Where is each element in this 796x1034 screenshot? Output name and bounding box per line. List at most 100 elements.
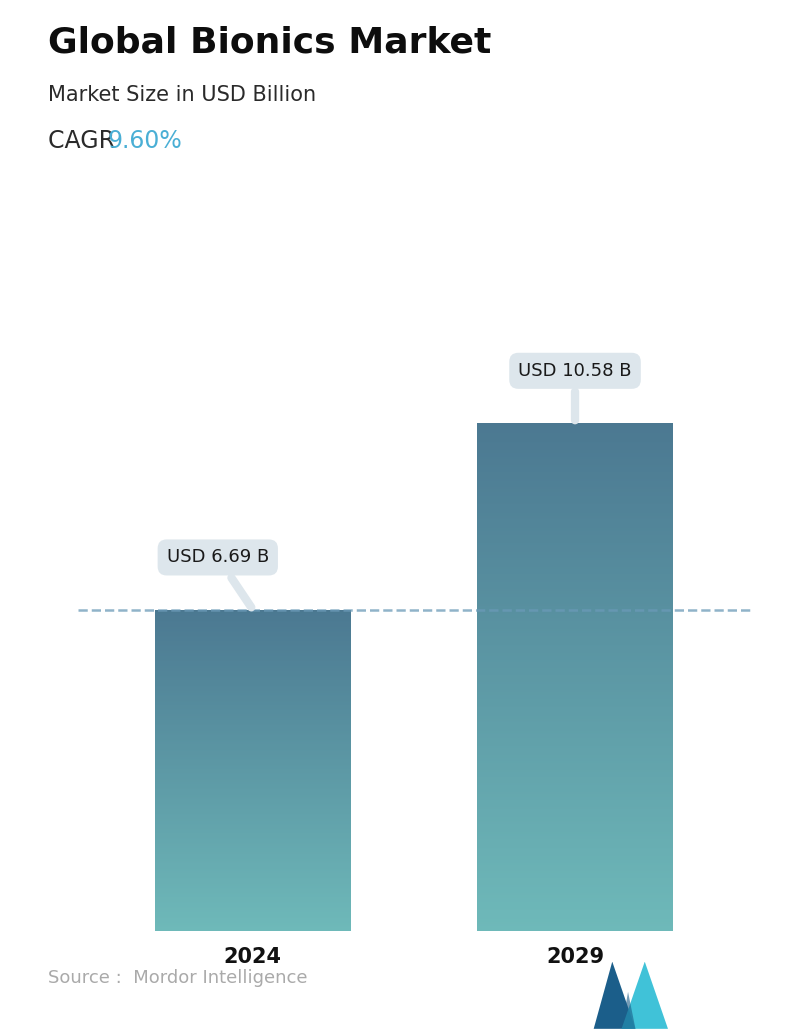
Bar xyxy=(477,508,673,510)
Bar xyxy=(477,907,673,909)
Bar xyxy=(477,514,673,516)
Bar xyxy=(477,433,673,435)
Bar xyxy=(477,890,673,891)
Bar xyxy=(477,744,673,747)
Bar xyxy=(154,642,351,643)
Bar xyxy=(477,481,673,482)
Bar xyxy=(477,712,673,714)
Bar xyxy=(154,802,351,803)
Bar xyxy=(154,779,351,780)
Bar xyxy=(154,645,351,646)
Text: Global Bionics Market: Global Bionics Market xyxy=(48,26,491,60)
Bar xyxy=(154,767,351,768)
Bar xyxy=(154,728,351,729)
Bar xyxy=(154,646,351,647)
Bar xyxy=(477,601,673,603)
Bar xyxy=(477,731,673,733)
Bar xyxy=(154,704,351,705)
Bar xyxy=(477,845,673,846)
Bar xyxy=(154,702,351,703)
Bar xyxy=(154,889,351,890)
Bar xyxy=(477,558,673,560)
Bar xyxy=(154,698,351,700)
Bar xyxy=(477,773,673,774)
Bar xyxy=(477,431,673,433)
Bar xyxy=(477,822,673,824)
Bar xyxy=(477,841,673,843)
Bar xyxy=(154,753,351,754)
Bar xyxy=(154,686,351,687)
Bar xyxy=(154,863,351,864)
Bar xyxy=(154,786,351,787)
Bar xyxy=(477,696,673,697)
Bar xyxy=(154,675,351,676)
Bar xyxy=(154,687,351,688)
Bar xyxy=(154,794,351,795)
Bar xyxy=(477,709,673,710)
Bar xyxy=(154,865,351,866)
Bar xyxy=(154,613,351,614)
Bar xyxy=(477,494,673,495)
Bar xyxy=(477,795,673,797)
Bar xyxy=(154,785,351,786)
Bar xyxy=(477,468,673,470)
Bar xyxy=(154,842,351,843)
Bar xyxy=(477,901,673,902)
Bar xyxy=(154,827,351,828)
Bar xyxy=(477,631,673,633)
Bar xyxy=(154,787,351,788)
Bar xyxy=(154,636,351,637)
Bar xyxy=(154,873,351,874)
Bar xyxy=(477,747,673,748)
Bar xyxy=(154,748,351,749)
Bar xyxy=(477,848,673,849)
Bar xyxy=(154,720,351,721)
Bar xyxy=(154,620,351,621)
Bar xyxy=(154,663,351,664)
Bar xyxy=(154,635,351,636)
Bar xyxy=(477,444,673,445)
Bar xyxy=(477,929,673,931)
Bar xyxy=(154,800,351,801)
Bar xyxy=(477,846,673,848)
Bar xyxy=(477,612,673,614)
Bar xyxy=(154,862,351,863)
Bar xyxy=(154,778,351,779)
Bar xyxy=(477,579,673,580)
Bar xyxy=(477,673,673,675)
Bar xyxy=(154,714,351,716)
Bar xyxy=(477,450,673,452)
Bar xyxy=(477,790,673,792)
Bar xyxy=(154,678,351,679)
Bar xyxy=(477,603,673,604)
Bar xyxy=(154,796,351,797)
Bar xyxy=(154,657,351,658)
Bar xyxy=(477,805,673,808)
Bar xyxy=(477,550,673,551)
Bar xyxy=(154,705,351,706)
Bar xyxy=(154,641,351,642)
Bar xyxy=(154,695,351,696)
Bar xyxy=(154,750,351,751)
Bar xyxy=(477,510,673,511)
Bar xyxy=(154,868,351,869)
Bar xyxy=(154,772,351,773)
Bar xyxy=(154,886,351,887)
Bar xyxy=(477,840,673,841)
Bar xyxy=(154,626,351,627)
Bar xyxy=(477,737,673,739)
Bar xyxy=(477,798,673,800)
Bar xyxy=(154,926,351,927)
Bar xyxy=(154,840,351,841)
Bar xyxy=(154,708,351,709)
Bar xyxy=(154,734,351,735)
Bar xyxy=(154,875,351,876)
Bar xyxy=(154,680,351,681)
Bar xyxy=(477,718,673,719)
Bar xyxy=(477,574,673,575)
Bar xyxy=(154,722,351,723)
Bar xyxy=(477,452,673,454)
Bar xyxy=(154,771,351,772)
Bar xyxy=(154,733,351,734)
Bar xyxy=(154,864,351,865)
